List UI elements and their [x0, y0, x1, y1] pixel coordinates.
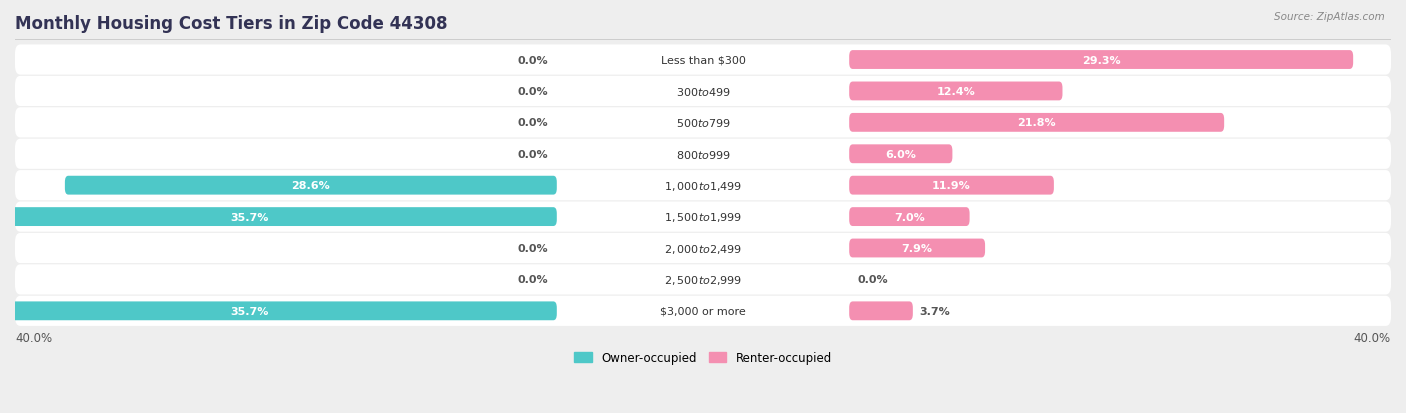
FancyBboxPatch shape	[0, 301, 557, 320]
Text: 28.6%: 28.6%	[291, 181, 330, 191]
Text: 29.3%: 29.3%	[1081, 55, 1121, 65]
FancyBboxPatch shape	[15, 265, 1391, 295]
Text: 6.0%: 6.0%	[886, 150, 917, 159]
Text: 0.0%: 0.0%	[517, 55, 548, 65]
Text: 35.7%: 35.7%	[231, 212, 269, 222]
FancyBboxPatch shape	[0, 208, 557, 226]
FancyBboxPatch shape	[15, 139, 1391, 169]
FancyBboxPatch shape	[15, 108, 1391, 138]
Text: 0.0%: 0.0%	[517, 150, 548, 159]
Text: 11.9%: 11.9%	[932, 181, 972, 191]
Text: 12.4%: 12.4%	[936, 87, 976, 97]
Text: $2,500 to $2,999: $2,500 to $2,999	[664, 273, 742, 286]
FancyBboxPatch shape	[849, 301, 912, 320]
Text: 7.0%: 7.0%	[894, 212, 925, 222]
Legend: Owner-occupied, Renter-occupied: Owner-occupied, Renter-occupied	[569, 347, 837, 369]
Text: Less than $300: Less than $300	[661, 55, 745, 65]
FancyBboxPatch shape	[849, 208, 970, 226]
Text: Monthly Housing Cost Tiers in Zip Code 44308: Monthly Housing Cost Tiers in Zip Code 4…	[15, 15, 447, 33]
Text: $1,000 to $1,499: $1,000 to $1,499	[664, 179, 742, 192]
FancyBboxPatch shape	[65, 176, 557, 195]
Text: 0.0%: 0.0%	[517, 118, 548, 128]
Text: 0.0%: 0.0%	[517, 87, 548, 97]
FancyBboxPatch shape	[849, 176, 1054, 195]
FancyBboxPatch shape	[15, 77, 1391, 107]
Text: Source: ZipAtlas.com: Source: ZipAtlas.com	[1274, 12, 1385, 22]
FancyBboxPatch shape	[15, 45, 1391, 76]
Text: 40.0%: 40.0%	[15, 332, 52, 344]
FancyBboxPatch shape	[849, 239, 986, 258]
Text: $3,000 or more: $3,000 or more	[661, 306, 745, 316]
FancyBboxPatch shape	[849, 51, 1353, 70]
Text: 21.8%: 21.8%	[1018, 118, 1056, 128]
Text: 0.0%: 0.0%	[517, 243, 548, 254]
FancyBboxPatch shape	[849, 82, 1063, 101]
FancyBboxPatch shape	[15, 233, 1391, 263]
Text: $500 to $799: $500 to $799	[675, 117, 731, 129]
Text: 3.7%: 3.7%	[920, 306, 950, 316]
Text: 0.0%: 0.0%	[517, 275, 548, 285]
Text: $1,500 to $1,999: $1,500 to $1,999	[664, 211, 742, 223]
FancyBboxPatch shape	[15, 202, 1391, 232]
FancyBboxPatch shape	[849, 145, 952, 164]
Text: 40.0%: 40.0%	[1354, 332, 1391, 344]
FancyBboxPatch shape	[15, 171, 1391, 201]
Text: $800 to $999: $800 to $999	[675, 148, 731, 160]
Text: $300 to $499: $300 to $499	[675, 86, 731, 98]
Text: 0.0%: 0.0%	[858, 275, 889, 285]
Text: 7.9%: 7.9%	[901, 243, 932, 254]
Text: $2,000 to $2,499: $2,000 to $2,499	[664, 242, 742, 255]
FancyBboxPatch shape	[15, 296, 1391, 326]
FancyBboxPatch shape	[849, 114, 1225, 133]
Text: 35.7%: 35.7%	[231, 306, 269, 316]
